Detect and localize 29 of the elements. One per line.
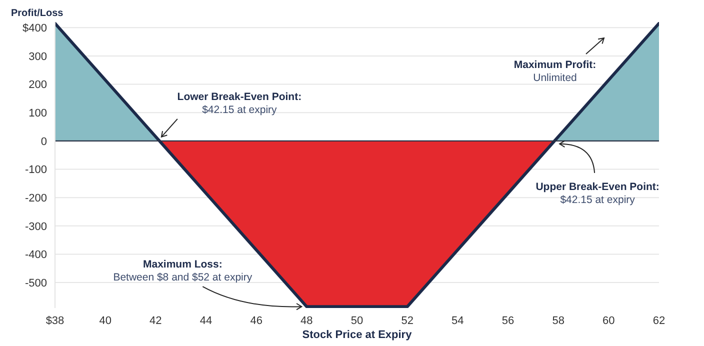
annotation: Lower Break-Even Point: $42.15 at expiry (177, 90, 302, 116)
x-tick-label: 62 (652, 314, 666, 327)
y-tick-label: -300 (24, 220, 47, 233)
y-tick-label: -200 (24, 192, 47, 204)
y-tick-label: -400 (24, 249, 47, 262)
x-tick-label: 54 (452, 314, 464, 327)
x-tick-label: 46 (250, 314, 262, 327)
x-tick-label: 40 (99, 314, 112, 327)
x-tick-label: 44 (200, 314, 212, 327)
x-tick-label: 58 (552, 314, 564, 327)
y-axis-title: Profit/Loss (11, 8, 64, 19)
x-tick-label: 48 (300, 314, 313, 327)
y-tick-label: 300 (28, 50, 47, 63)
y-tick-label: -100 (24, 164, 47, 176)
x-tick-label: $38 (46, 314, 64, 327)
x-tick-label: 42 (150, 314, 162, 327)
annotation: Maximum Loss: Between $8 and $52 at expiry (113, 258, 253, 284)
x-tick-label: 60 (602, 314, 615, 327)
annotation: Upper Break-Even Point: $42.15 at expiry (536, 180, 660, 206)
y-tick-label: 0 (40, 136, 47, 148)
y-tick-label: -500 (24, 277, 47, 290)
annotation: Maximum Profit: Unlimited (514, 59, 596, 84)
x-tick-label: 50 (350, 314, 364, 327)
y-tick-label: 200 (28, 79, 47, 92)
x-axis-title: Stock Price at Expiry (302, 329, 413, 341)
y-tick-label: 100 (28, 108, 47, 120)
y-tick-label: $400 (22, 22, 47, 35)
x-tick-label: 52 (401, 314, 414, 327)
x-tick-label: 56 (502, 314, 514, 327)
